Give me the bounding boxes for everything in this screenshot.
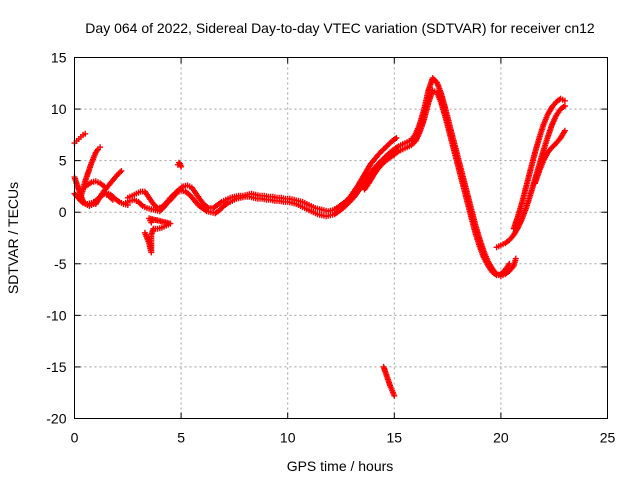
data-point-markers (82, 178, 108, 190)
series-segment-15 (380, 363, 398, 399)
x-tick-label: 0 (71, 430, 79, 446)
y-tick-label: 15 (51, 50, 67, 66)
x-tick-label: 5 (177, 430, 185, 446)
plot-frame (74, 57, 608, 419)
y-tick-label: -20 (46, 411, 66, 427)
x-tick-label: 25 (600, 430, 616, 446)
series-recovery-c (532, 127, 568, 187)
series-band-c (361, 87, 513, 279)
y-axis-label: SDTVAR / TECUs (5, 182, 21, 294)
x-axis-ticks: 0 5 10 15 20 25 (71, 57, 616, 446)
series-spike-5 (174, 159, 185, 170)
y-tick-label: -15 (46, 359, 66, 375)
x-tick-label: 15 (387, 430, 403, 446)
y-tick-label: 10 (51, 101, 67, 117)
series-recovery-b (510, 95, 568, 232)
data-marks (71, 75, 568, 399)
data-point-markers (141, 215, 174, 256)
y-tick-label: 5 (59, 153, 67, 169)
series-band-start-upper (82, 178, 108, 190)
data-point-markers (380, 363, 398, 399)
x-axis-label: GPS time / hours (287, 458, 394, 474)
grid-lines (74, 57, 608, 419)
chart-title: Day 064 of 2022, Sidereal Day-to-day VTE… (85, 20, 595, 36)
y-axis-ticks: -20 -15 -10 -5 0 5 10 15 (46, 50, 608, 427)
data-point-markers (361, 87, 513, 279)
data-point-markers (174, 159, 185, 170)
series-scatter-low (141, 215, 174, 256)
y-tick-label: 0 (59, 204, 67, 220)
data-point-markers (510, 95, 568, 232)
x-tick-label: 20 (493, 430, 509, 446)
y-tick-label: -10 (46, 307, 66, 323)
x-tick-label: 10 (280, 430, 296, 446)
data-point-markers (532, 127, 568, 187)
y-tick-label: -5 (54, 256, 67, 272)
